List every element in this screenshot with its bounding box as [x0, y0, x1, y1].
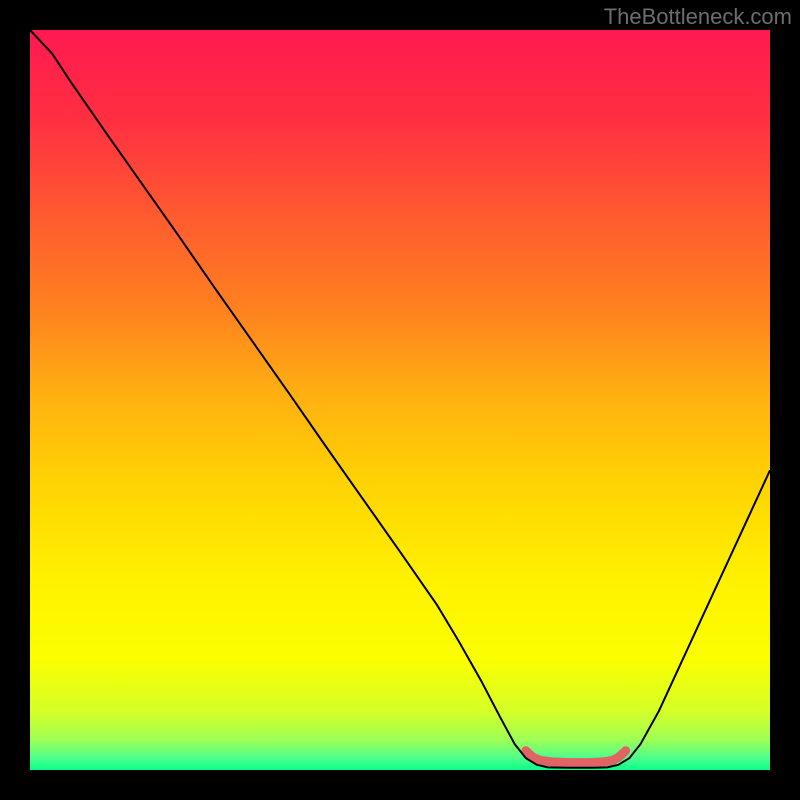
chart-frame: TheBottleneck.com [0, 0, 800, 800]
gradient-background [30, 30, 770, 770]
chart-svg [30, 30, 770, 770]
bottleneck-chart [30, 30, 770, 770]
attribution-text: TheBottleneck.com [604, 4, 792, 30]
